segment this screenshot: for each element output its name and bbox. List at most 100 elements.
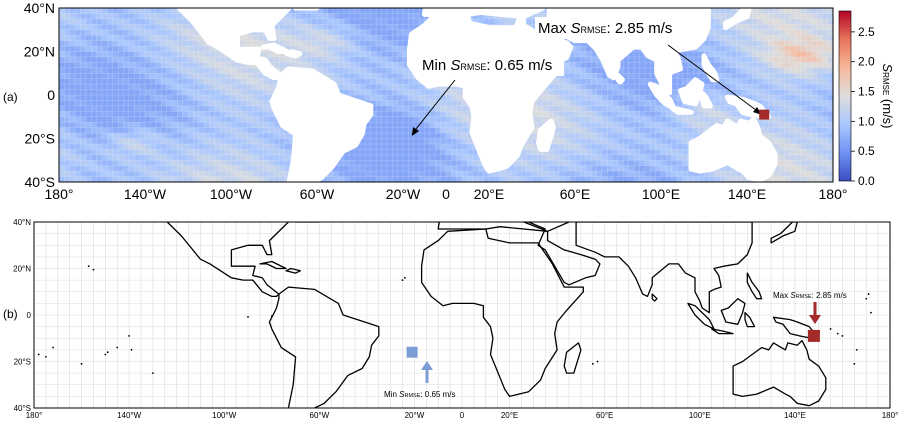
coastline-philippines (746, 272, 763, 300)
grid-cell (569, 176, 576, 183)
grid-cell (198, 133, 205, 139)
lon-tick-label: 20°W (386, 186, 421, 202)
grid-cell (644, 176, 651, 183)
grid-cell (193, 138, 200, 145)
grid-cell (730, 51, 737, 58)
grid-cell (381, 56, 388, 63)
grid-cell (419, 95, 425, 101)
grid-cell (59, 160, 65, 166)
grid-cell (693, 56, 699, 63)
grid-cell (553, 154, 560, 161)
grid-cell (139, 127, 146, 134)
grid-cell (816, 133, 823, 139)
grid-cell (413, 154, 420, 161)
grid-cell (698, 56, 705, 63)
grid-cell (96, 116, 103, 123)
grid-cell (505, 176, 511, 183)
grid-cell (91, 111, 97, 118)
grid-cell (741, 73, 748, 79)
grid-cell (257, 154, 264, 161)
grid-cell (252, 171, 259, 177)
grid-cell (252, 62, 259, 69)
grid-cell (166, 160, 173, 166)
grid-cell (220, 171, 226, 177)
grid-cell (327, 67, 334, 74)
grid-cell (150, 62, 157, 69)
grid-cell (698, 62, 705, 69)
grid-cell (386, 160, 393, 166)
grid-cell (64, 89, 71, 96)
grid-cell (166, 56, 173, 63)
grid-cell (795, 8, 802, 14)
grid-cell (123, 154, 130, 161)
grid-cell (360, 154, 366, 161)
grid-cell (182, 18, 189, 25)
grid-cell (198, 100, 205, 107)
grid-cell (145, 51, 151, 58)
grid-cell (118, 160, 124, 166)
grid-cell (381, 89, 388, 96)
grid-cell (139, 176, 146, 183)
grid-cell (779, 133, 785, 139)
grid-cell (59, 116, 65, 123)
grid-cell (257, 111, 264, 118)
grid-cell (112, 176, 119, 183)
grid-cell (403, 171, 409, 177)
grid-cell (725, 56, 732, 63)
grid-cell (440, 160, 447, 166)
grid-cell (397, 149, 404, 156)
grid-cell (220, 122, 226, 128)
grid-cell (75, 165, 81, 172)
grid-cell (107, 160, 114, 166)
grid-cell (634, 116, 640, 123)
grid-cell (274, 160, 280, 166)
grid-cell (413, 116, 420, 123)
grid-cell (564, 67, 570, 74)
grid-cell (725, 46, 732, 52)
grid-cell (779, 100, 785, 107)
grid-cell (709, 62, 716, 69)
grid-cell (730, 105, 737, 112)
grid-cell (322, 56, 329, 63)
grid-cell (107, 111, 114, 118)
grid-cell (462, 111, 468, 118)
grid-cell (198, 105, 205, 112)
grid-cell (741, 67, 748, 74)
grid-cell (720, 56, 726, 63)
grid-cell (365, 143, 372, 150)
grid-cell (725, 84, 732, 90)
grid-cell (569, 143, 576, 150)
island-dot (116, 346, 119, 349)
grid-cell (773, 51, 780, 58)
grid-cell (806, 149, 812, 156)
grid-cell (677, 127, 683, 134)
grid-cell (284, 171, 291, 177)
grid-cell (225, 143, 232, 150)
grid-cell (639, 73, 646, 79)
grid-cell (429, 100, 436, 107)
grid-cell (123, 51, 130, 58)
grid-cell (386, 40, 393, 47)
grid-cell (537, 165, 544, 172)
grid-cell (596, 154, 603, 161)
grid-cell (209, 78, 216, 85)
grid-cell (730, 171, 737, 177)
grid-cell (720, 95, 726, 101)
grid-cell (773, 13, 780, 20)
grid-cell (284, 62, 291, 69)
grid-cell (365, 73, 372, 79)
grid-cell (601, 143, 608, 150)
grid-cell (177, 154, 183, 161)
grid-cell (607, 133, 613, 139)
grid-cell (290, 46, 296, 52)
grid-cell (709, 105, 716, 112)
grid-cell (107, 116, 114, 123)
grid-cell (343, 154, 350, 161)
grid-cell (69, 127, 76, 134)
grid-cell (150, 13, 157, 20)
grid-cell (806, 105, 812, 112)
grid-cell (661, 122, 667, 128)
grid-cell (354, 84, 361, 90)
grid-cell (96, 133, 103, 139)
grid-cell (644, 133, 651, 139)
